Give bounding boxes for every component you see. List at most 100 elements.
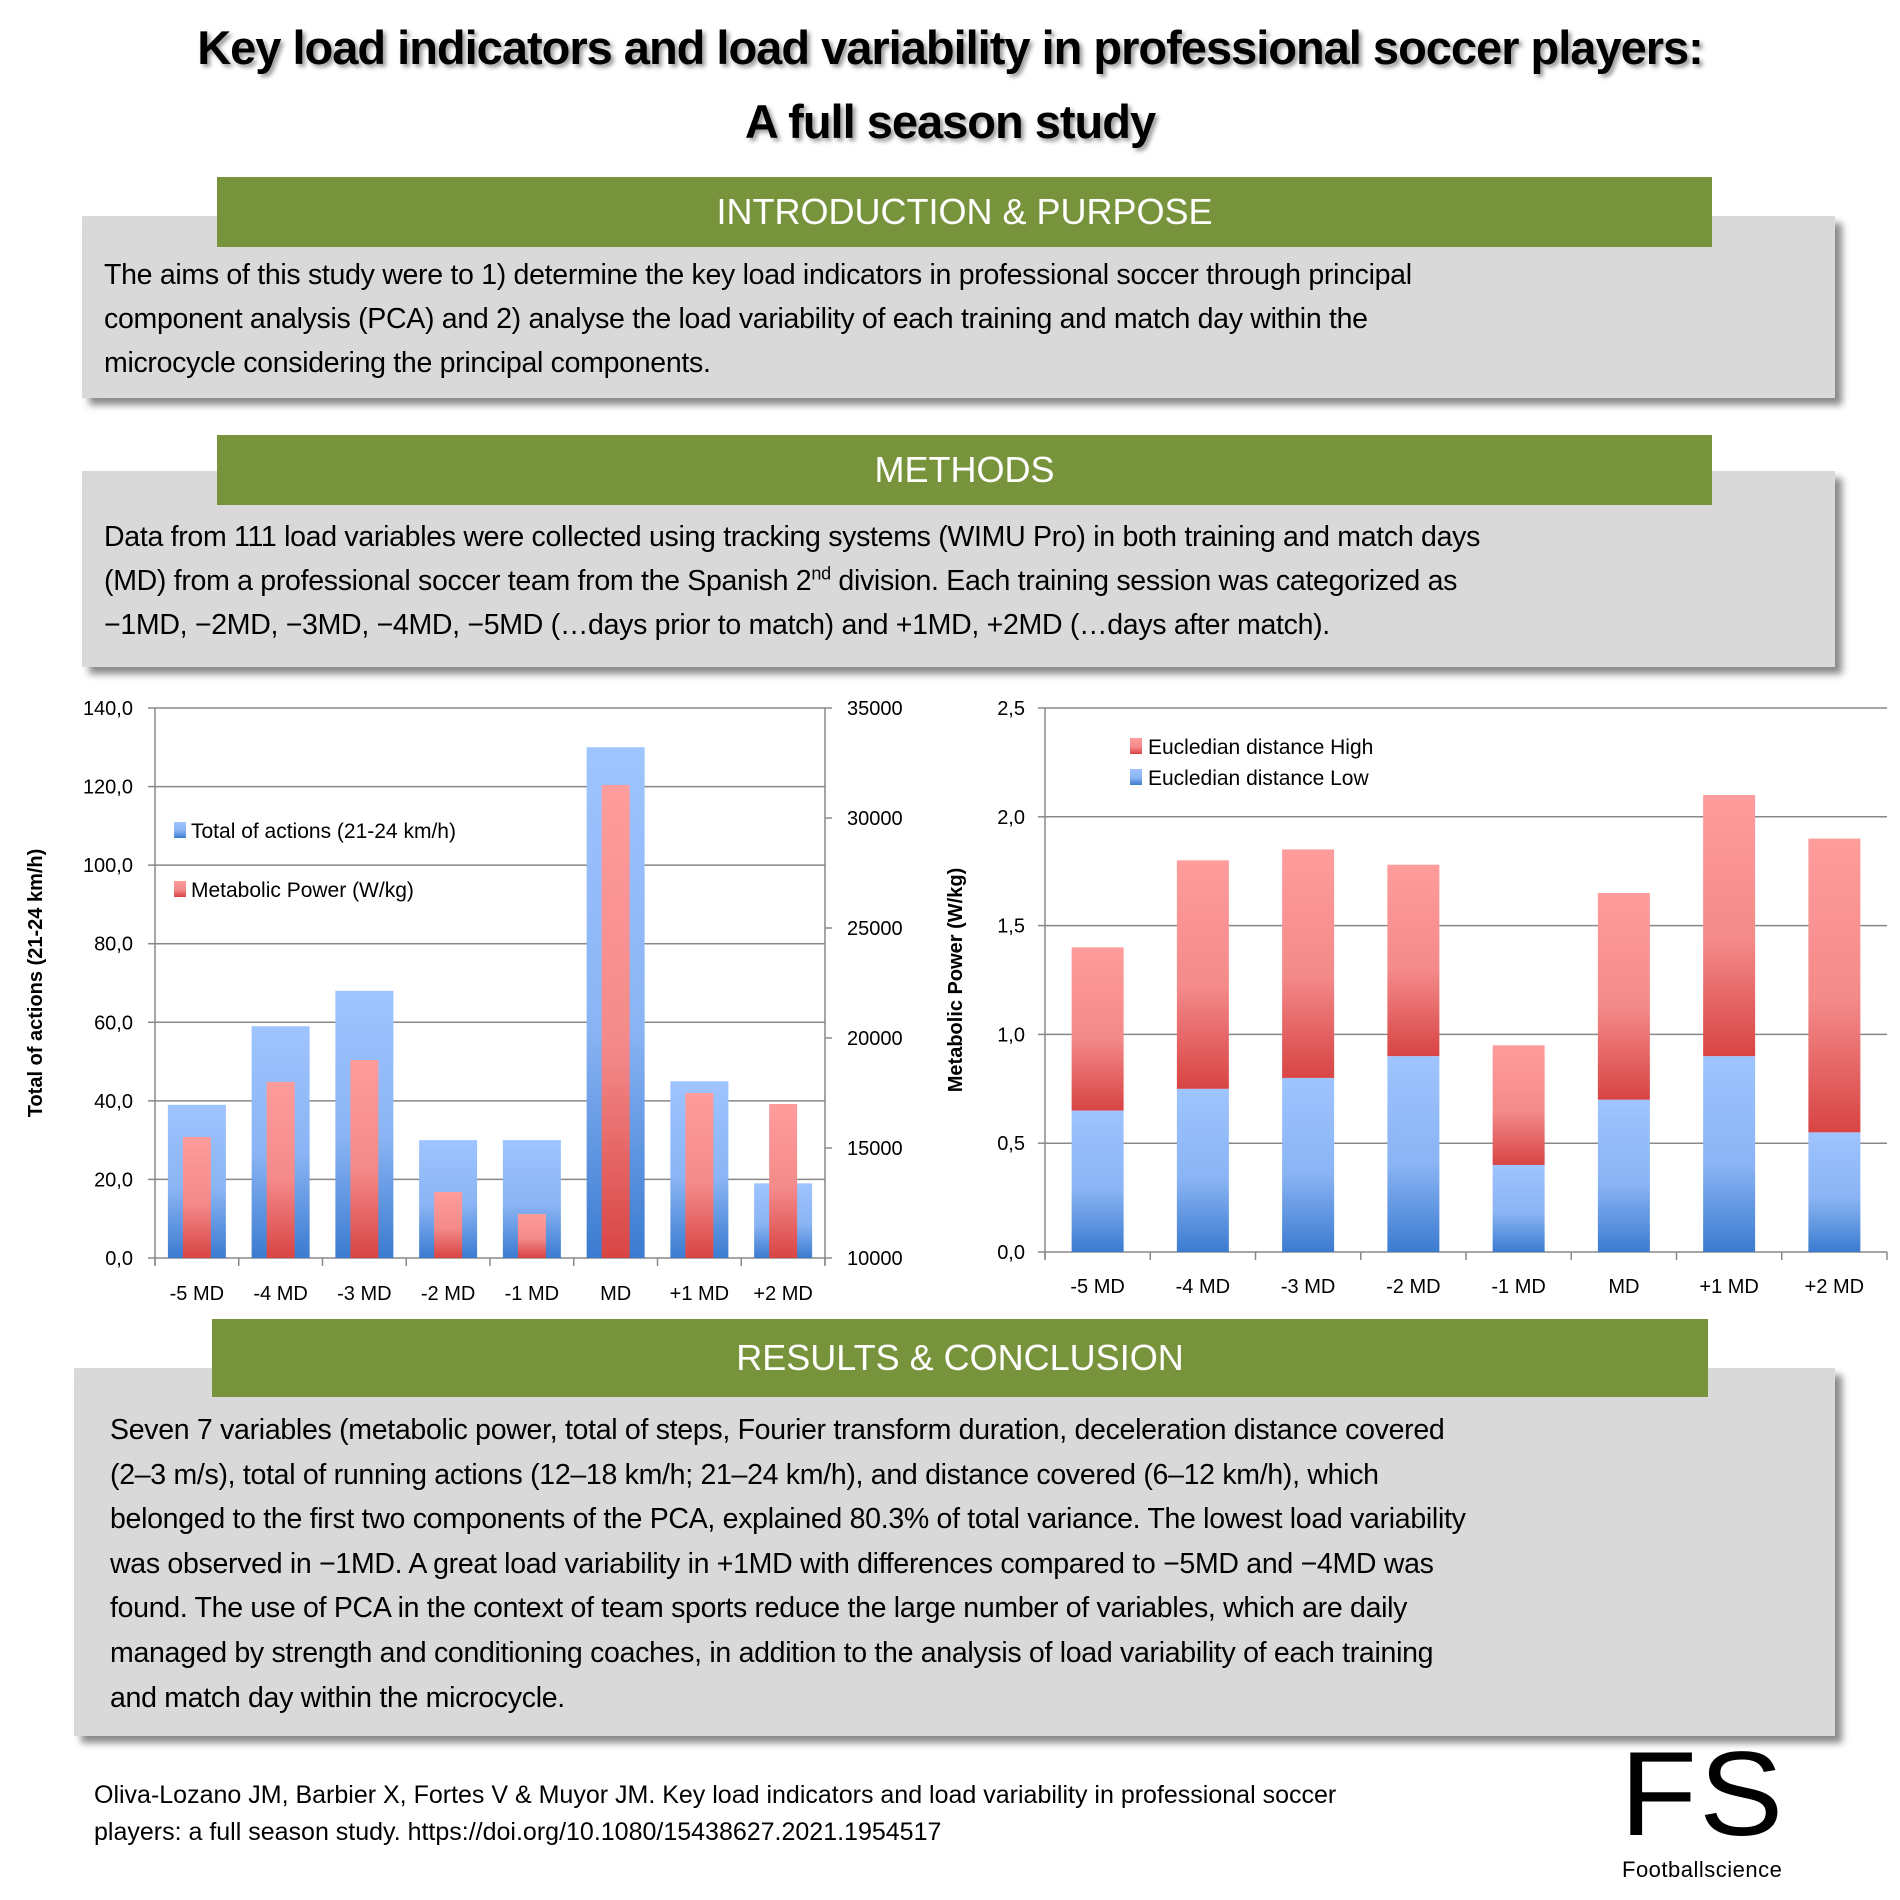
x-tick-label: -5 MD bbox=[170, 1283, 224, 1305]
chart-actions-metabolic-power: 0,0 20,0 40,0 60,0 80,0 100,0 120,0 140,0 10000 1… bbox=[25, 698, 903, 1305]
y2-tick-label: 25000 bbox=[847, 918, 903, 940]
logo-name: Footballscience bbox=[1622, 1857, 1783, 1882]
y2-tick-label: 15000 bbox=[847, 1138, 903, 1160]
results-line: and match day within the microcycle. bbox=[110, 1681, 565, 1714]
legend-swatch-eucledian-low bbox=[1130, 769, 1142, 785]
bar-total-actions bbox=[419, 1140, 478, 1258]
y-tick-label: 100,0 bbox=[83, 855, 133, 877]
y-tick-label: 140,0 bbox=[83, 698, 133, 720]
bar-eucledian-low bbox=[1282, 1077, 1335, 1252]
legend-swatch-metabolic-power bbox=[174, 881, 186, 897]
introduction-line: component analysis (PCA) and 2) analyse … bbox=[104, 303, 1368, 335]
bar-metabolic-power bbox=[182, 1137, 211, 1258]
logo-letters: FS bbox=[1620, 1727, 1786, 1861]
results-line: managed by strength and conditioning coa… bbox=[110, 1636, 1434, 1669]
introduction-heading: INTRODUCTION & PURPOSE bbox=[217, 177, 1712, 247]
bar-total-actions bbox=[754, 1183, 813, 1258]
y-axis-title: Metabolic Power (W/kg) bbox=[945, 868, 967, 1092]
y-tick-label: 1,5 bbox=[997, 916, 1025, 938]
y-axis-title: Total of actions (21-24 km/h) bbox=[25, 849, 47, 1118]
x-tick-label: -2 MD bbox=[421, 1283, 475, 1305]
legend-label: Eucledian distance Low bbox=[1148, 767, 1369, 790]
bar-eucledian-high bbox=[1808, 838, 1861, 1133]
bar-total-actions bbox=[670, 1081, 729, 1258]
methods-line: Data from 111 load variables were collec… bbox=[104, 521, 1481, 553]
y-tick-label: 1,0 bbox=[997, 1024, 1025, 1046]
citation-line: Oliva-Lozano JM, Barbier X, Fortes V & M… bbox=[94, 1781, 1337, 1809]
methods-heading: METHODS bbox=[217, 435, 1712, 505]
x-tick-label: +1 MD bbox=[1699, 1276, 1758, 1298]
results-line: (2–3 m/s), total of running actions (12–… bbox=[110, 1458, 1379, 1491]
legend-label: Metabolic Power (W/kg) bbox=[191, 879, 414, 902]
x-tick-label: +1 MD bbox=[670, 1283, 729, 1305]
y-tick-label: 0,5 bbox=[997, 1133, 1025, 1155]
bar-eucledian-low bbox=[1387, 1056, 1440, 1252]
x-tick-label: -5 MD bbox=[1070, 1276, 1124, 1298]
legend-swatch-eucledian-high bbox=[1130, 738, 1142, 754]
bar-total-actions bbox=[167, 1104, 226, 1258]
y-tick-label: 80,0 bbox=[94, 934, 133, 956]
introduction-line: The aims of this study were to 1) determ… bbox=[104, 259, 1412, 291]
bar-metabolic-power bbox=[769, 1104, 798, 1258]
results-line: belonged to the first two components of … bbox=[110, 1503, 1466, 1536]
poster-title-line-2: A full season study bbox=[744, 95, 1156, 148]
results-text: Seven 7 variables (metabolic power, tota… bbox=[110, 1408, 1466, 1720]
y2-tick-label: 35000 bbox=[847, 698, 903, 720]
bar-eucledian-low bbox=[1808, 1132, 1861, 1252]
y2-tick-label: 20000 bbox=[847, 1028, 903, 1050]
citation-line: players: a full season study. https://do… bbox=[94, 1818, 942, 1846]
y-tick-label: 120,0 bbox=[83, 777, 133, 799]
methods-line-part: division. Each training session was cate… bbox=[830, 565, 1458, 597]
bar-total-actions bbox=[251, 1026, 310, 1258]
bar-eucledian-low bbox=[1492, 1164, 1545, 1252]
bar-metabolic-power bbox=[266, 1082, 295, 1258]
y-tick-label: 40,0 bbox=[94, 1091, 133, 1113]
x-tick-label: MD bbox=[600, 1283, 631, 1305]
introduction-text: The aims of this study were to 1) determ… bbox=[104, 253, 1412, 385]
results-line: was observed in −1MD. A great load varia… bbox=[110, 1547, 1434, 1580]
x-tick-label: -4 MD bbox=[253, 1283, 307, 1305]
methods-line-part: (MD) from a professional soccer team fro… bbox=[104, 565, 812, 597]
methods-line: (MD) from a professional soccer team fro… bbox=[104, 559, 1480, 603]
y2-tick-label: 10000 bbox=[847, 1248, 903, 1270]
y2-tick-label: 30000 bbox=[847, 808, 903, 830]
x-tick-label: MD bbox=[1608, 1276, 1639, 1298]
bar-eucledian-low bbox=[1176, 1088, 1229, 1252]
bar-eucledian-high bbox=[1282, 849, 1335, 1078]
methods-line: −1MD, −2MD, −3MD, −4MD, −5MD (…days prio… bbox=[104, 609, 1330, 641]
poster-title-line-1: Key load indicators and load variability… bbox=[197, 21, 1704, 74]
y-tick-label: 2,0 bbox=[997, 807, 1025, 829]
bar-eucledian-high bbox=[1703, 795, 1756, 1057]
bar-eucledian-low bbox=[1597, 1099, 1650, 1252]
introduction-line: microcycle considering the principal com… bbox=[104, 347, 711, 379]
x-tick-label: +2 MD bbox=[753, 1283, 812, 1305]
y-tick-label: 0,0 bbox=[997, 1242, 1025, 1264]
x-tick-label: -3 MD bbox=[337, 1283, 391, 1305]
y-tick-label: 20,0 bbox=[94, 1169, 133, 1191]
y-tick-label: 2,5 bbox=[997, 698, 1025, 720]
x-tick-label: -3 MD bbox=[1281, 1276, 1335, 1298]
chart-eucledian-distance: 0,0 0,5 1,0 1,5 2,0 2,5 -5 MD -4 MD -3 MD -2 MD -1… bbox=[945, 698, 1888, 1298]
legend-label: Eucledian distance High bbox=[1148, 736, 1373, 759]
x-tick-label: -2 MD bbox=[1386, 1276, 1440, 1298]
legend-swatch-total-actions bbox=[174, 822, 186, 838]
x-tick-label: -4 MD bbox=[1176, 1276, 1230, 1298]
bar-total-actions bbox=[502, 1140, 561, 1258]
bar-metabolic-power bbox=[517, 1214, 546, 1258]
bar-metabolic-power bbox=[350, 1060, 379, 1258]
bar-eucledian-low bbox=[1071, 1110, 1124, 1252]
bar-eucledian-high bbox=[1387, 864, 1440, 1057]
results-line: Seven 7 variables (metabolic power, tota… bbox=[110, 1414, 1445, 1446]
results-box bbox=[74, 1368, 1835, 1736]
bar-eucledian-high bbox=[1176, 860, 1229, 1089]
citation: Oliva-Lozano JM, Barbier X, Fortes V & M… bbox=[94, 1777, 1336, 1851]
methods-text: Data from 111 load variables were collec… bbox=[104, 515, 1480, 647]
ordinal-superscript: nd bbox=[811, 563, 831, 584]
bar-metabolic-power bbox=[601, 785, 630, 1258]
bar-total-actions bbox=[586, 747, 645, 1258]
bar-eucledian-low bbox=[1703, 1056, 1756, 1252]
bar-total-actions bbox=[335, 990, 394, 1258]
bar-metabolic-power bbox=[434, 1192, 463, 1258]
y-tick-label: 60,0 bbox=[94, 1012, 133, 1034]
bar-eucledian-high bbox=[1492, 1045, 1545, 1165]
